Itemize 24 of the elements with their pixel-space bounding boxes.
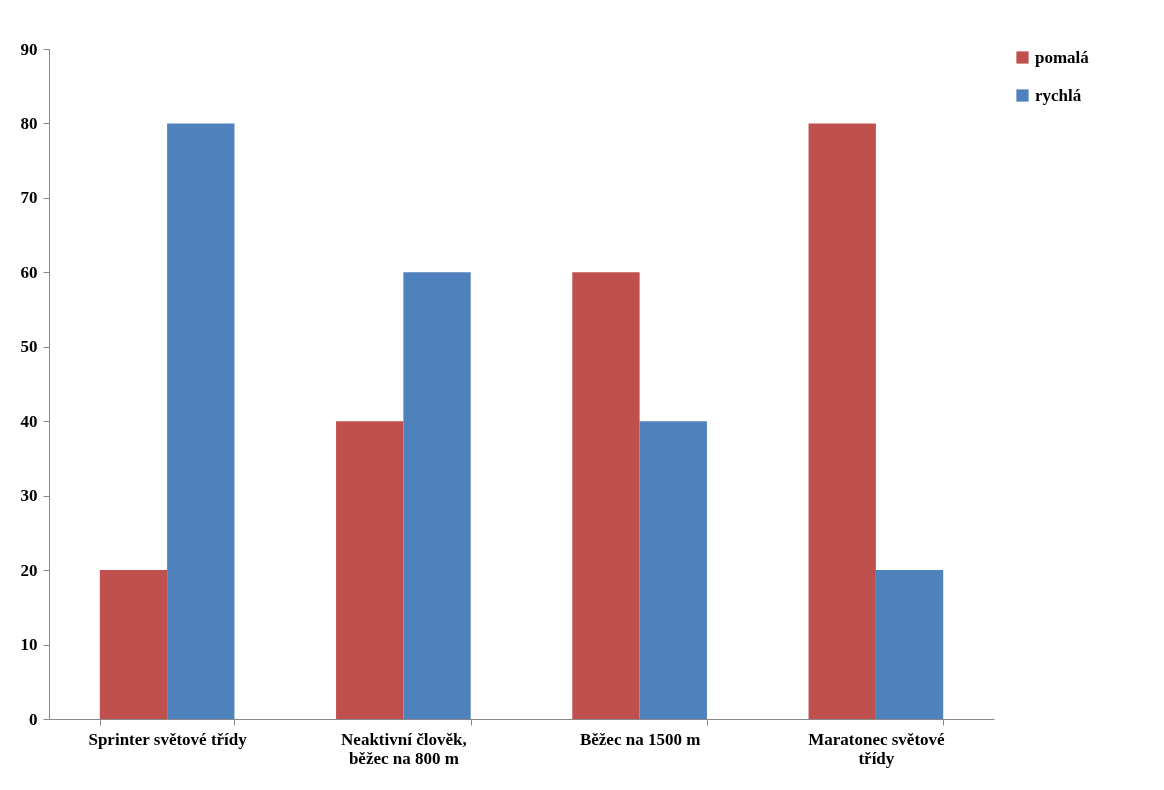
bar: [572, 272, 640, 719]
y-tick-label: 90: [20, 39, 38, 59]
y-tick-label: 0: [29, 709, 38, 729]
bar: [167, 123, 235, 719]
x-tick-label: Maratonec světové třídy: [808, 729, 946, 768]
y-tick-label: 30: [20, 486, 38, 506]
bar: [639, 421, 707, 719]
legend-label: rychlá: [1035, 85, 1082, 105]
legend-label: pomalá: [1035, 47, 1090, 67]
bar: [808, 123, 876, 719]
x-tick-label: Sprinter světové třídy: [88, 729, 248, 749]
bar: [875, 570, 944, 719]
y-tick-label: 10: [20, 635, 38, 655]
y-tick-label: 60: [20, 262, 38, 282]
y-tick-label: 80: [20, 113, 38, 133]
bar: [403, 272, 471, 719]
bar: [99, 570, 168, 719]
x-tick-label: Neaktivní člověk, běžec na 800 m: [341, 729, 467, 768]
y-tick-label: 70: [20, 188, 38, 208]
y-tick-label: 40: [20, 411, 38, 431]
y-tick-label: 50: [20, 337, 38, 357]
x-tick-label: Běžec na 1500 m: [579, 729, 701, 749]
y-tick-label: 20: [20, 560, 38, 580]
bar: [336, 421, 404, 719]
